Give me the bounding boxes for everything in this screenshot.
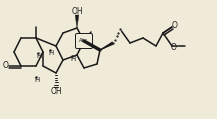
FancyBboxPatch shape [76, 34, 92, 49]
Text: H: H [34, 77, 40, 83]
Text: H: H [48, 50, 54, 56]
Text: H: H [70, 56, 76, 62]
Text: OH: OH [71, 7, 83, 17]
Text: O: O [171, 44, 177, 52]
Polygon shape [75, 15, 79, 28]
Text: O: O [3, 62, 9, 70]
Polygon shape [100, 42, 114, 50]
Text: O: O [172, 22, 178, 30]
Text: H: H [36, 53, 42, 59]
Text: OH: OH [50, 87, 62, 96]
Text: Abc: Abc [79, 39, 89, 44]
